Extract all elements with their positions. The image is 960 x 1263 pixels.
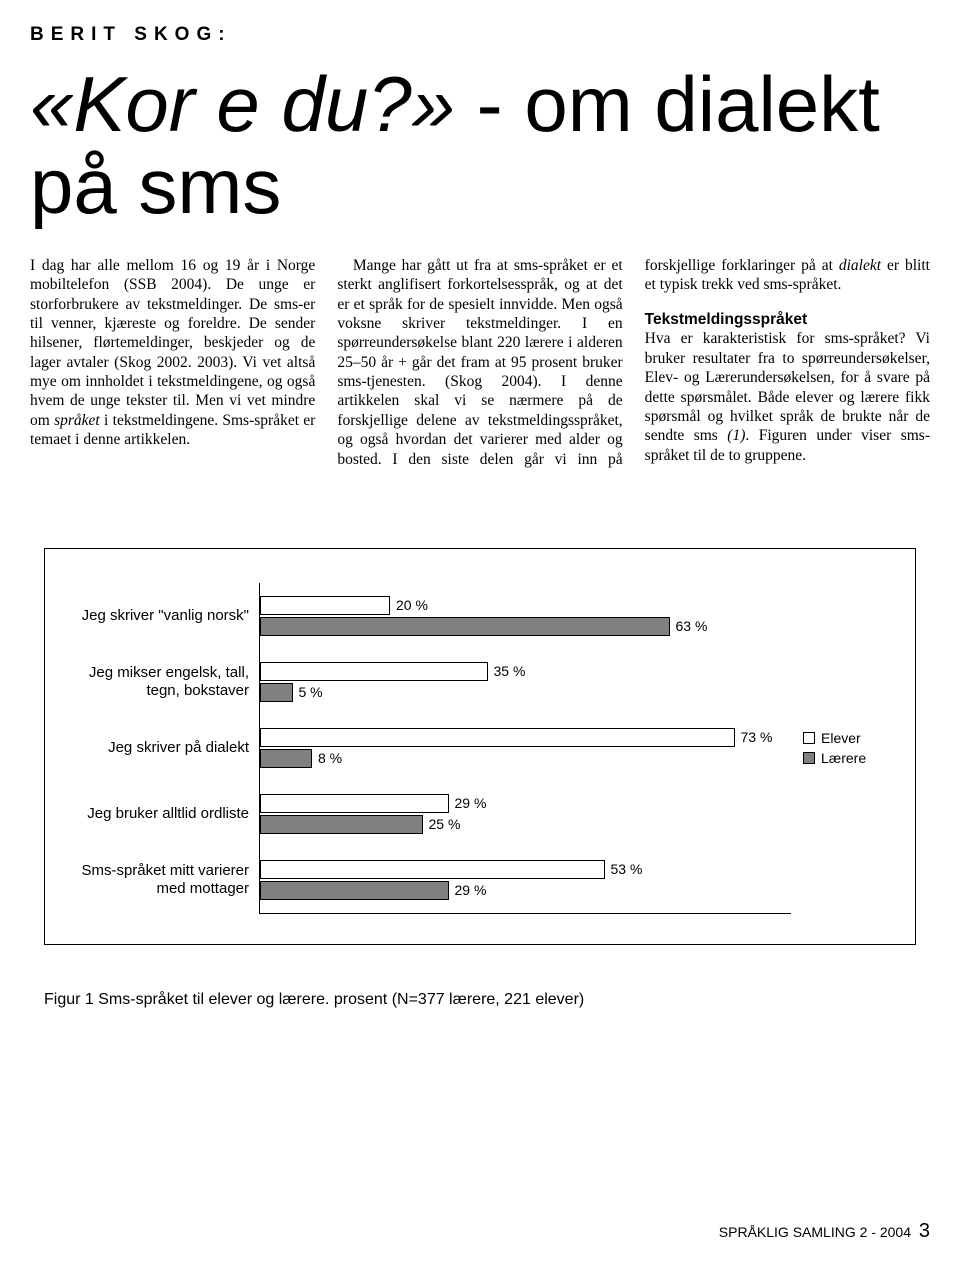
bar-group: 35 % 5 % <box>260 649 780 715</box>
bar-elever <box>260 662 488 681</box>
bar-row: 29 % <box>260 881 780 900</box>
chart-category-label: Jeg skriver på dialekt <box>69 715 249 781</box>
bar-value-label: 73 % <box>741 729 773 745</box>
title-italic: «Kor e du?» <box>30 60 455 148</box>
chart-category-labels: Jeg skriver "vanlig norsk"Jeg mikser eng… <box>69 583 259 914</box>
bar-value-label: 63 % <box>676 618 708 634</box>
bar-laerere <box>260 881 449 900</box>
body-para-3: Hva er karakteristisk for sms-språket? V… <box>645 329 930 465</box>
bar-row: 20 % <box>260 596 780 615</box>
chart-category-label: Jeg mikser engelsk, tall, tegn, bokstave… <box>69 649 249 715</box>
bar-value-label: 25 % <box>429 816 461 832</box>
bar-elever <box>260 596 390 615</box>
legend-label: Elever <box>821 730 861 746</box>
article-title: «Kor e du?» - om dialekt på sms <box>30 64 930 228</box>
bar-group: 53 % 29 % <box>260 847 780 913</box>
legend-swatch-elever <box>803 732 815 744</box>
bar-value-label: 8 % <box>318 750 342 766</box>
author-byline: BERIT SKOG: <box>30 24 930 46</box>
body-italic: språket <box>54 412 100 429</box>
bar-row: 29 % <box>260 794 780 813</box>
body-subhead: Tekstmeldingsspråket <box>645 310 930 329</box>
legend-swatch-laerere <box>803 752 815 764</box>
subhead-text: Tekstmeldingsspråket <box>645 311 808 328</box>
legend-laerere: Lærere <box>803 750 891 766</box>
bar-laerere <box>260 617 670 636</box>
bar-value-label: 53 % <box>611 861 643 877</box>
bar-value-label: 29 % <box>455 882 487 898</box>
body-italic: dialekt <box>839 257 881 274</box>
footer-text: SPRÅKLIG SAMLING 2 - 2004 <box>719 1224 911 1240</box>
bar-laerere <box>260 749 312 768</box>
bar-group: 29 % 25 % <box>260 781 780 847</box>
chart-category-label: Jeg bruker alltlid ordliste <box>69 781 249 847</box>
bar-laerere <box>260 683 293 702</box>
legend-label: Lærere <box>821 750 866 766</box>
bar-value-label: 5 % <box>299 684 323 700</box>
body-italic: (1) <box>727 427 745 444</box>
legend-elever: Elever <box>803 730 891 746</box>
chart-legend: Elever Lærere <box>791 583 891 914</box>
bar-group: 73 % 8 % <box>260 715 780 781</box>
bar-laerere <box>260 815 423 834</box>
chart-container: Jeg skriver "vanlig norsk"Jeg mikser eng… <box>44 548 916 945</box>
bar-group: 20 % 63 % <box>260 583 780 649</box>
bar-value-label: 35 % <box>494 663 526 679</box>
bar-row: 5 % <box>260 683 780 702</box>
bar-row: 8 % <box>260 749 780 768</box>
bar-row: 25 % <box>260 815 780 834</box>
figure-caption: Figur 1 Sms-språket til elever og lærere… <box>44 991 916 1009</box>
body-para-1: I dag har alle mellom 16 og 19 år i Norg… <box>30 256 315 450</box>
page-number: 3 <box>919 1220 930 1242</box>
bar-row: 35 % <box>260 662 780 681</box>
body-text: I dag har alle mellom 16 og 19 år i Norg… <box>30 257 315 429</box>
bar-row: 73 % <box>260 728 780 747</box>
bar-elever <box>260 794 449 813</box>
bar-elever <box>260 728 735 747</box>
chart-category-label: Sms-språket mitt varierer med mottager <box>69 847 249 913</box>
chart-bars-track: 20 % 63 % 35 % 5 % 73 % 8 % 29 % 25 % 53 % 29 % <box>260 583 780 913</box>
page-footer: SPRÅKLIG SAMLING 2 - 2004 3 <box>719 1220 930 1243</box>
bar-value-label: 20 % <box>396 597 428 613</box>
bar-row: 63 % <box>260 617 780 636</box>
chart-category-label: Jeg skriver "vanlig norsk" <box>69 583 249 649</box>
body-columns: I dag har alle mellom 16 og 19 år i Norg… <box>30 256 930 516</box>
bar-elever <box>260 860 605 879</box>
bar-row: 53 % <box>260 860 780 879</box>
chart-bars: 20 % 63 % 35 % 5 % 73 % 8 % 29 % 25 % 53 % 29 % <box>259 583 791 914</box>
bar-value-label: 29 % <box>455 795 487 811</box>
chart-area: Jeg skriver "vanlig norsk"Jeg mikser eng… <box>69 583 891 914</box>
